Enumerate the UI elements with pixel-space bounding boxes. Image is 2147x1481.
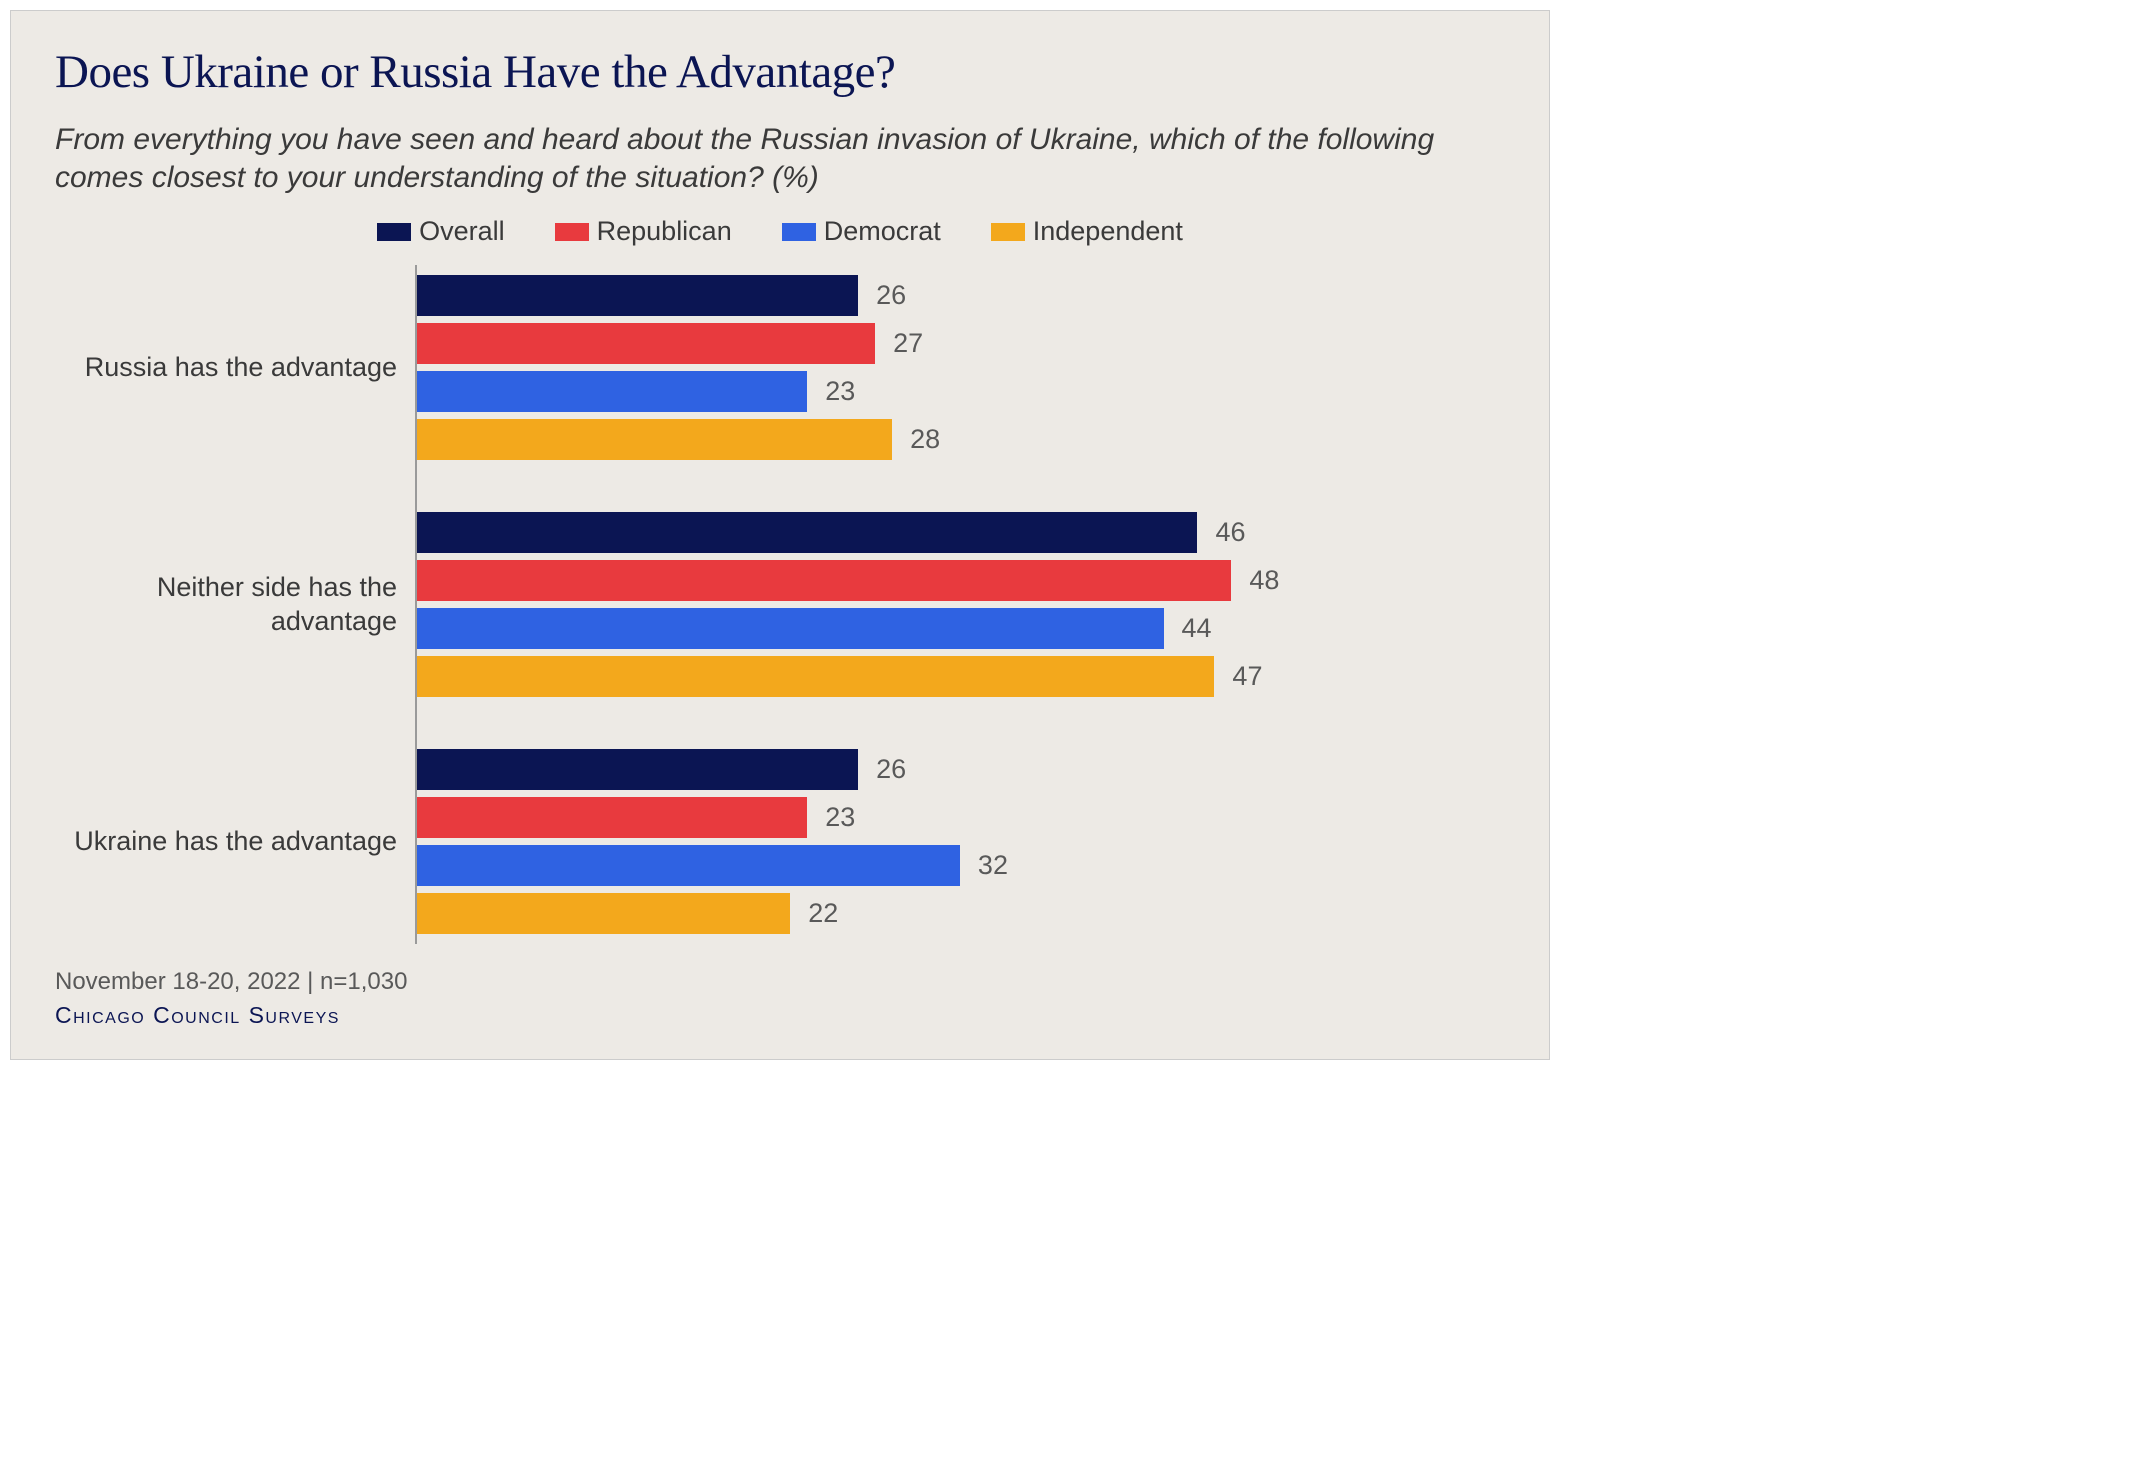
- bar: [417, 323, 875, 364]
- legend-label: Republican: [597, 216, 732, 247]
- bar-value-label: 26: [876, 280, 906, 311]
- chart-container: Does Ukraine or Russia Have the Advantag…: [10, 10, 1550, 1060]
- bar-value-label: 47: [1232, 661, 1262, 692]
- bar-group: 26 23 32 22: [417, 739, 1435, 944]
- bar: [417, 608, 1164, 649]
- bar: [417, 893, 790, 934]
- bar-row: 23: [417, 371, 1435, 412]
- bar-value-label: 26: [876, 754, 906, 785]
- legend-item: Independent: [991, 216, 1183, 247]
- bar-row: 47: [417, 656, 1435, 697]
- bar: [417, 275, 858, 316]
- legend-item: Overall: [377, 216, 505, 247]
- bar-row: 32: [417, 845, 1435, 886]
- category-label: Russia has the advantage: [55, 265, 415, 470]
- bar: [417, 371, 807, 412]
- bar-group: 26 27 23 28: [417, 265, 1435, 470]
- bar-row: 22: [417, 893, 1435, 934]
- footer-note: November 18-20, 2022 | n=1,030: [55, 968, 1505, 996]
- bar-value-label: 48: [1249, 565, 1279, 596]
- chart-subtitle: From everything you have seen and heard …: [55, 121, 1505, 196]
- bar-value-label: 27: [893, 328, 923, 359]
- y-axis-labels: Russia has the advantage Neither side has…: [55, 265, 415, 944]
- category-label: Neither side has the advantage: [55, 502, 415, 707]
- bar-row: 46: [417, 512, 1435, 553]
- bars-area: 26 27 23 28 4648 44 47 26 23 32 22: [415, 265, 1505, 944]
- bar-group: 4648 44 47: [417, 502, 1435, 707]
- plot-area: Russia has the advantage Neither side has…: [55, 265, 1505, 944]
- legend-swatch: [377, 223, 411, 241]
- bar-value-label: 22: [808, 898, 838, 929]
- legend-swatch: [991, 223, 1025, 241]
- bar: [417, 749, 858, 790]
- chart-title: Does Ukraine or Russia Have the Advantag…: [55, 45, 1505, 99]
- bar-row: 27: [417, 323, 1435, 364]
- bar-row: 48: [417, 560, 1435, 601]
- legend-swatch: [782, 223, 816, 241]
- bar: [417, 845, 960, 886]
- bar: [417, 656, 1214, 697]
- bar: [417, 419, 892, 460]
- source-text: Chicago Council Surveys: [55, 1002, 1505, 1029]
- legend: Overall Republican Democrat Independent: [55, 216, 1505, 247]
- bar-row: 44: [417, 608, 1435, 649]
- bar-value-label: 32: [978, 850, 1008, 881]
- bar-value-label: 46: [1215, 517, 1245, 548]
- bar-row: 23: [417, 797, 1435, 838]
- bar: [417, 797, 807, 838]
- legend-item: Democrat: [782, 216, 941, 247]
- bar-value-label: 28: [910, 424, 940, 455]
- legend-label: Independent: [1033, 216, 1183, 247]
- bar-value-label: 23: [825, 802, 855, 833]
- legend-swatch: [555, 223, 589, 241]
- category-label: Ukraine has the advantage: [55, 739, 415, 944]
- bar-value-label: 44: [1182, 613, 1212, 644]
- bar-value-label: 23: [825, 376, 855, 407]
- bar-row: 28: [417, 419, 1435, 460]
- legend-label: Democrat: [824, 216, 941, 247]
- bar: [417, 512, 1197, 553]
- legend-item: Republican: [555, 216, 732, 247]
- legend-label: Overall: [419, 216, 505, 247]
- bar: [417, 560, 1231, 601]
- bar-row: 26: [417, 275, 1435, 316]
- bar-row: 26: [417, 749, 1435, 790]
